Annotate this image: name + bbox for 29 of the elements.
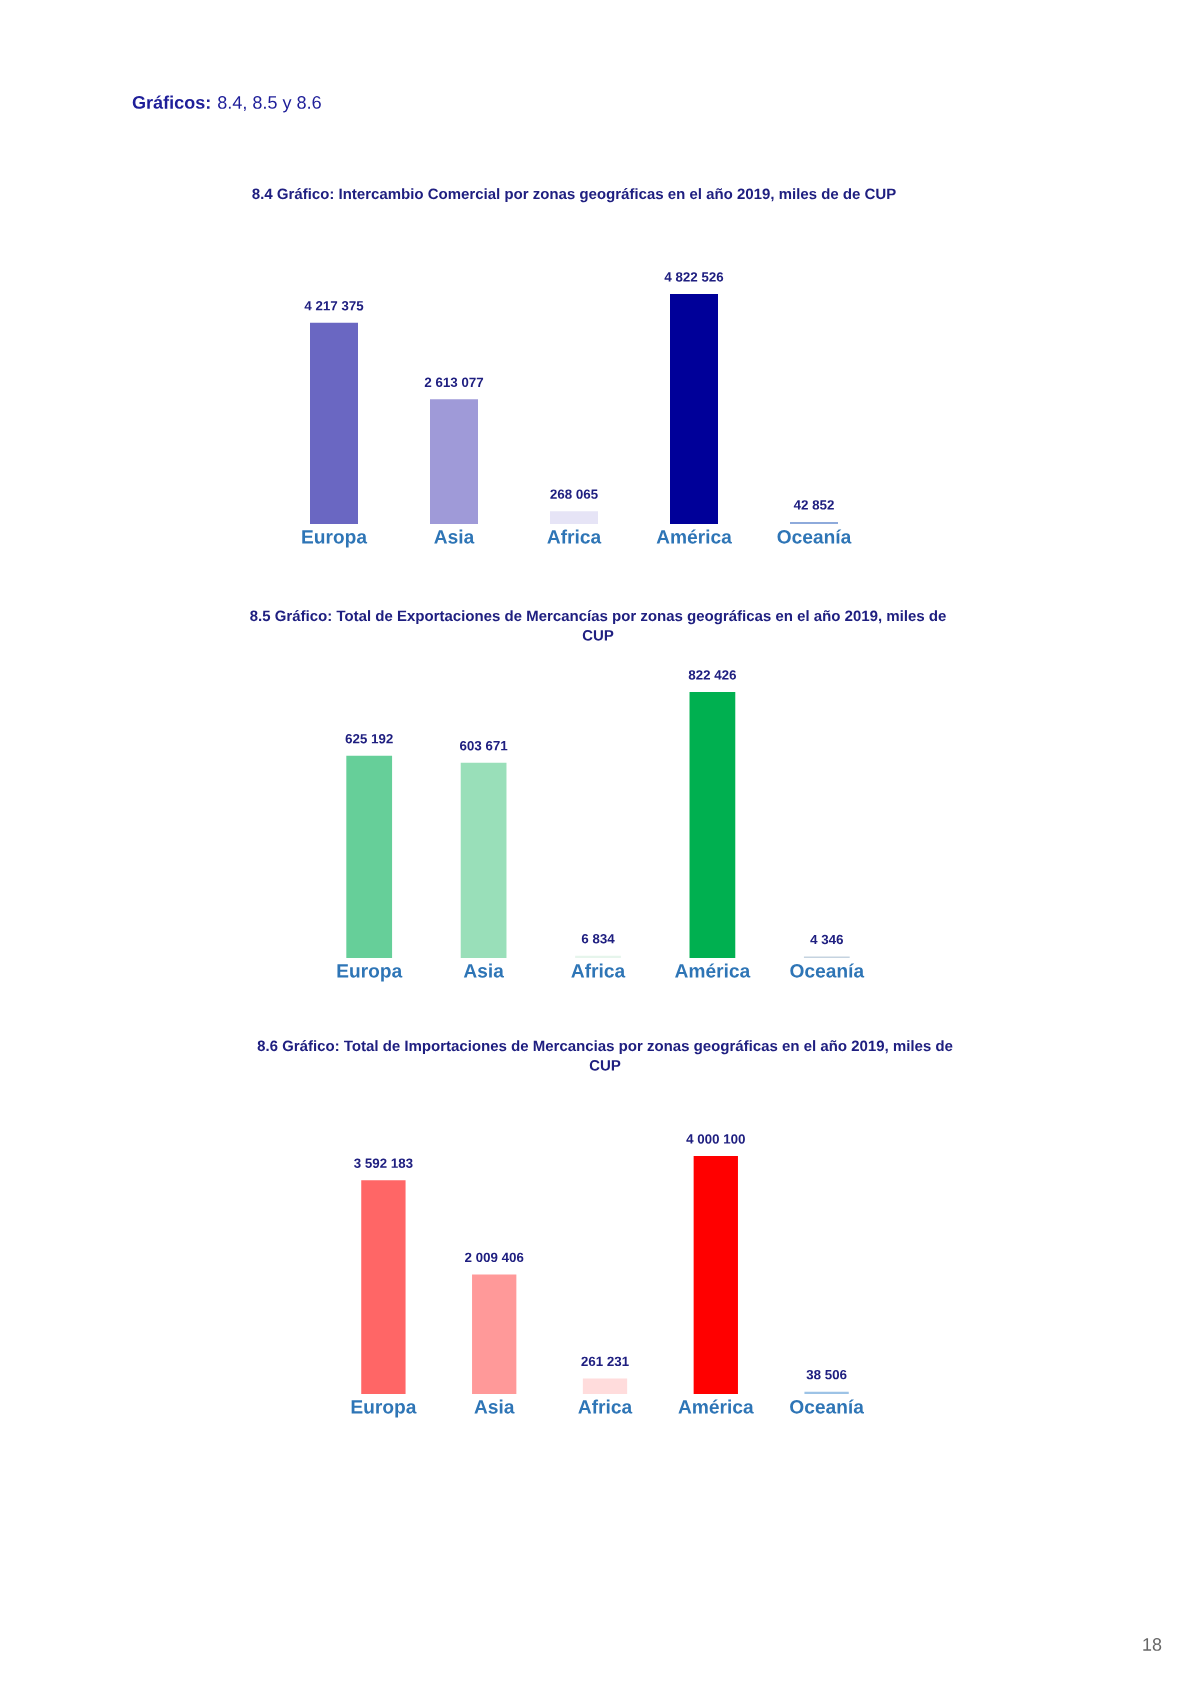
x-tick-label: América (675, 963, 751, 978)
bar (346, 755, 393, 958)
x-tick-label: Asia (463, 963, 504, 978)
x-tick-label: Asia (434, 529, 475, 544)
bar (689, 692, 736, 958)
x-tick-label: Africa (571, 963, 626, 978)
x-tick-label: Europa (302, 530, 368, 548)
x-tick-label: Africa (578, 1399, 633, 1414)
bar (361, 1180, 406, 1394)
x-tick-label: Africa (547, 529, 602, 544)
x-tick-label: Oceanía (777, 529, 852, 544)
text: 18 (1143, 1638, 1162, 1651)
bar (693, 1156, 738, 1394)
bar (310, 322, 358, 524)
bar (430, 399, 478, 524)
bar (472, 1274, 517, 1394)
bar (670, 294, 718, 524)
x-tick-label: Asia (474, 1399, 515, 1414)
text: Gráficos: (132, 95, 210, 109)
x-tick-label: Oceanía (790, 963, 865, 978)
bar (460, 762, 507, 958)
text: 8.4, 8.5 y 8.6 (218, 96, 321, 113)
x-tick-label: Oceanía (790, 1399, 865, 1414)
x-tick-label: Europa (351, 1400, 417, 1418)
x-tick-label: Europa (337, 964, 403, 982)
bar (550, 511, 598, 524)
x-tick-label: América (678, 1399, 754, 1414)
x-tick-label: América (656, 529, 732, 544)
bar (582, 1378, 628, 1394)
